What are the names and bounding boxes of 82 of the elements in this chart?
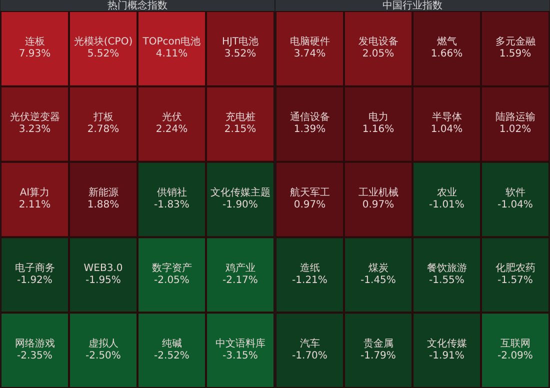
data-label: 7.93% xyxy=(18,48,51,60)
category-label: 燃气 xyxy=(436,36,457,48)
category-label: 航天军工 xyxy=(290,186,330,198)
category-label: 新能源 xyxy=(88,186,118,198)
category-label: 纯碱 xyxy=(162,337,182,350)
data-label: 1.02% xyxy=(499,124,532,136)
category-label: 多元金融 xyxy=(495,36,536,48)
data-label: -1.01% xyxy=(429,200,464,210)
category-label: 半导体 xyxy=(432,111,462,124)
category-label: 贵金属 xyxy=(363,337,394,350)
category-label: 工业机械 xyxy=(358,186,398,198)
data-label: 5.52% xyxy=(87,48,120,60)
data-label: 2.78% xyxy=(87,124,120,136)
data-label: -2.17% xyxy=(222,274,258,286)
text: 中国行业指数 xyxy=(382,0,442,12)
data-label: -1.45% xyxy=(360,274,396,286)
category-label: 发电设备 xyxy=(358,36,398,48)
data-label: -1.79% xyxy=(360,350,396,362)
category-label: 电力 xyxy=(368,111,388,124)
category-label: 光伏逆变器 xyxy=(10,111,60,124)
data-label: -2.05% xyxy=(154,274,190,286)
category-label: 虚拟人 xyxy=(88,337,118,350)
category-label: AI算力 xyxy=(20,186,50,198)
category-label: 电脑硬件 xyxy=(290,36,330,48)
data-label: -1.95% xyxy=(86,274,121,286)
category-label: 煤炭 xyxy=(368,262,388,274)
category-label: HJT电池 xyxy=(222,36,259,48)
data-label: -1.57% xyxy=(498,274,533,286)
data-label: 1.16% xyxy=(362,124,394,136)
category-label: 网络游戏 xyxy=(14,337,55,350)
data-label: 1.66% xyxy=(430,48,463,60)
category-label: 造纸 xyxy=(300,262,320,274)
data-label: -2.50% xyxy=(86,350,121,362)
data-label: 0.97% xyxy=(294,200,326,210)
category-label: 光伏 xyxy=(162,111,182,124)
data-label: 4.11% xyxy=(156,48,188,60)
data-label: -1.92% xyxy=(17,274,52,286)
category-label: 通信设备 xyxy=(290,111,330,124)
category-label: 汽车 xyxy=(300,337,320,350)
category-label: WEB3.0 xyxy=(84,262,123,274)
data-label: -2.09% xyxy=(498,350,533,362)
category-label: 连板 xyxy=(24,36,45,48)
data-label: -2.52% xyxy=(154,350,190,362)
data-label: 3.74% xyxy=(294,48,326,60)
category-label: 文化传媒 xyxy=(426,337,467,350)
data-label: -1.91% xyxy=(429,350,464,362)
category-label: 打板 xyxy=(92,111,114,124)
category-label: 电子商务 xyxy=(14,262,55,274)
data-label: 2.24% xyxy=(156,124,188,136)
data-label: 2.11% xyxy=(18,200,51,210)
data-label: -1.70% xyxy=(292,350,328,362)
data-label: 2.05% xyxy=(362,48,394,60)
data-label: 1.59% xyxy=(499,48,532,60)
category-label: 文化传媒主题 xyxy=(210,186,270,198)
category-label: 充电桩 xyxy=(225,111,256,124)
data-label: 1.39% xyxy=(294,124,326,136)
category-label: 鸡产业 xyxy=(224,262,256,274)
data-label: -1.55% xyxy=(429,274,464,286)
category-label: 光模块(CPO) xyxy=(74,36,133,48)
category-label: 化肥农药 xyxy=(495,262,536,274)
category-label: 数字资产 xyxy=(152,262,192,274)
data-label: -1.83% xyxy=(154,200,190,210)
category-label: TOPcon电池 xyxy=(142,36,201,48)
category-label: 软件 xyxy=(505,186,526,198)
data-label: -3.15% xyxy=(222,350,258,362)
data-label: 1.04% xyxy=(430,124,463,136)
category-label: 中文语料库 xyxy=(215,337,266,350)
category-label: 互联网 xyxy=(500,337,530,350)
data-label: 2.15% xyxy=(224,124,256,136)
data-label: -1.90% xyxy=(222,200,258,210)
data-label: -1.21% xyxy=(292,274,328,286)
data-label: 0.97% xyxy=(362,200,394,210)
category-label: 供销社 xyxy=(156,186,187,198)
data-label: -1.04% xyxy=(498,200,533,210)
category-label: 餐饮旅游 xyxy=(426,262,467,274)
data-label: -2.35% xyxy=(17,350,52,362)
data-label: 3.52% xyxy=(224,48,256,60)
category-label: 农业 xyxy=(436,186,457,198)
data-label: 1.88% xyxy=(87,200,120,210)
category-label: 陆路运输 xyxy=(495,111,536,124)
data-label: 3.23% xyxy=(18,124,51,136)
text: 热门概念指数 xyxy=(108,0,168,12)
